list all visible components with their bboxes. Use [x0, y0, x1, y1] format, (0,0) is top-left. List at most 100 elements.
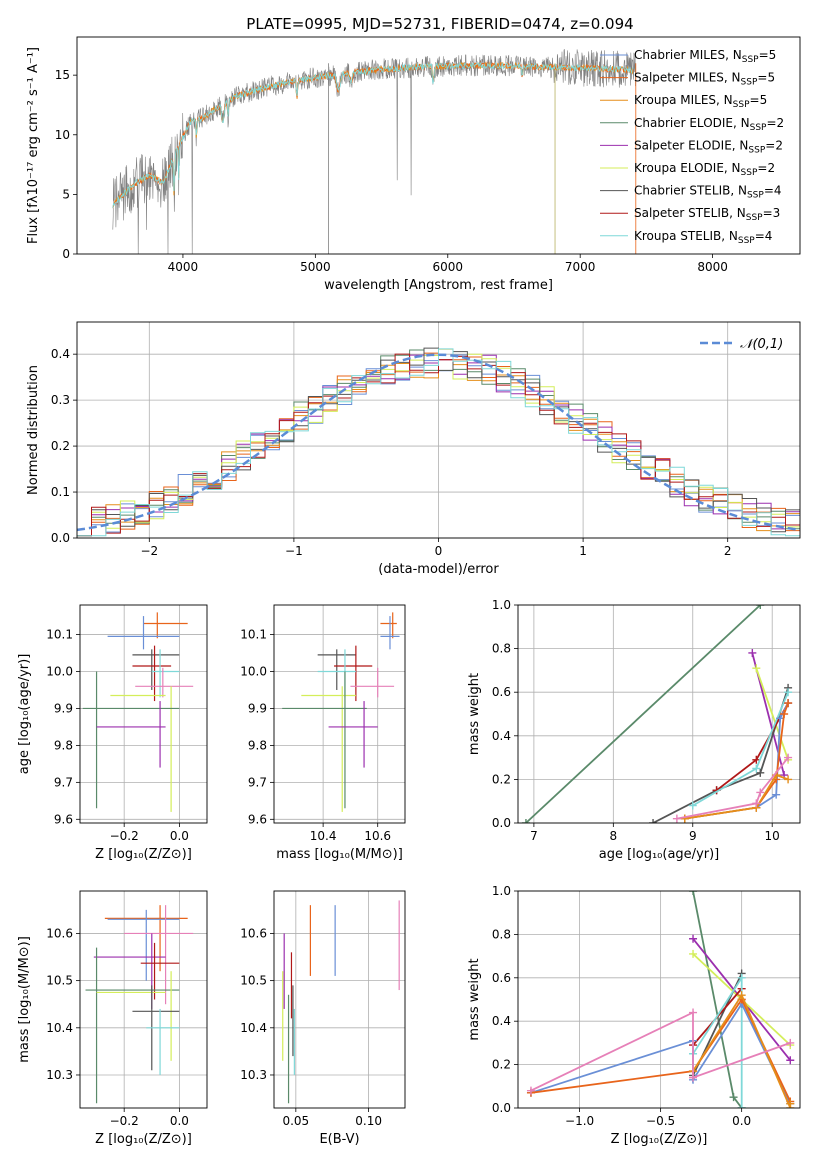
series-line [530, 1011, 791, 1092]
panel-residual-histogram: −2 −1 0 1 2 0.0 0.1 0.2 0.3 0.4 (data-model)/error… [26, 321, 801, 577]
x-tick-label: 8000 [697, 260, 728, 274]
observed-spectrum [112, 49, 636, 254]
series-point [786, 1038, 795, 1047]
y-tick-label: 9.9 [54, 701, 73, 715]
legend: Chabrier MILES, NSSP=5 Salpeter MILES, NS… [600, 48, 784, 246]
x-tick-label: 0.0 [732, 1114, 751, 1128]
x-tick-label: 0.05 [282, 1114, 309, 1128]
y-tick-label: 9.9 [248, 701, 267, 715]
y-tick-label: 10.5 [240, 974, 267, 988]
plot-area [282, 900, 400, 1104]
axes-frame [79, 604, 208, 824]
y-tick-label: 10.3 [46, 1068, 73, 1082]
series-line [652, 687, 789, 823]
plot-area [112, 49, 637, 254]
legend: 𝒩(0,1) [700, 337, 783, 352]
x-axis-label: mass [log₁₀(M/M⊙)] [276, 847, 403, 862]
series-point [680, 814, 689, 823]
y-tick-label: 10.4 [240, 1021, 267, 1035]
axes-frame [517, 604, 801, 824]
series-point [526, 1086, 535, 1095]
y-tick-label: 9.8 [54, 738, 73, 752]
series-point [756, 768, 765, 777]
x-axis-label: E(B-V) [319, 1132, 359, 1147]
x-axis-label: wavelength [Angstrom, rest frame] [324, 278, 553, 293]
series-point [786, 1056, 795, 1065]
x-tick-label: 7000 [565, 260, 596, 274]
y-tick-label: 0.2 [492, 1058, 511, 1072]
series-point [689, 891, 698, 895]
y-axis-label: Flux [fλ10⁻¹⁷ erg cm⁻² s⁻¹ A⁻¹] [26, 47, 41, 244]
legend-label: Kroupa ELODIE, NSSP=2 [634, 161, 775, 178]
y-tick-label: 9.6 [248, 812, 267, 826]
x-tick-label: 9 [689, 829, 697, 843]
y-tick-label: 10.3 [240, 1068, 267, 1082]
y-tick-label: 0.0 [51, 531, 70, 545]
series-line [676, 757, 789, 820]
y-tick-label: 0.6 [492, 971, 511, 985]
panel-age-vs-Z: −0.2 0.0 9.6 9.7 9.8 9.9 10.0 10.1 Z [log₁₀(Z/Z⊙… [17, 604, 208, 862]
x-tick-label: −0.5 [646, 1114, 675, 1128]
x-axis-label: Z [log₁₀(Z/Z⊙)] [95, 1132, 192, 1147]
x-axis-label: age [log₁₀(age/yr)] [599, 847, 720, 862]
series-point [521, 819, 530, 823]
axes-frame [76, 321, 801, 539]
panel-spectrum: 4000 5000 6000 7000 8000 0 5 10 15 wavelength [An… [26, 36, 801, 293]
y-tick-label: 10.0 [240, 665, 267, 679]
y-tick-label: 9.8 [248, 738, 267, 752]
series-point [737, 973, 746, 982]
series-point [784, 688, 793, 697]
x-tick-label: 10.6 [364, 829, 391, 843]
y-tick-label: 10.5 [46, 974, 73, 988]
legend-label: Kroupa MILES, NSSP=5 [634, 93, 767, 110]
y-axis-label: age [log₁₀(age/yr)] [17, 654, 32, 775]
plot-area [282, 612, 400, 812]
series-point [729, 1093, 738, 1102]
y-axis-label: mass weight [467, 673, 482, 755]
y-tick-label: 0 [62, 247, 70, 261]
plot-area [521, 605, 793, 823]
x-tick-label: −0.2 [110, 1114, 139, 1128]
series-line [525, 605, 761, 823]
y-tick-label: 0.2 [51, 439, 70, 453]
series-point [784, 775, 793, 784]
y-tick-label: 10.6 [46, 926, 73, 940]
axes-frame [517, 890, 801, 1109]
y-tick-label: 10 [55, 128, 70, 142]
series-point [689, 949, 698, 958]
series-point [748, 648, 757, 657]
series-point [672, 814, 681, 823]
legend-label: Chabrier MILES, NSSP=5 [634, 48, 776, 65]
x-tick-label: 5000 [300, 260, 331, 274]
legend-label: Chabrier ELODIE, NSSP=2 [634, 116, 784, 133]
y-tick-label: 0.4 [492, 729, 511, 743]
series-point [752, 664, 761, 673]
series-point [649, 819, 658, 823]
series-point [756, 788, 765, 797]
y-axis-label: mass weight [467, 958, 482, 1040]
y-tick-label: 10.1 [46, 628, 73, 642]
panel-age-vs-mass: 10.4 10.6 9.6 9.7 9.8 9.9 10.0 10.1 mass [log₁₀(… [240, 604, 406, 862]
y-tick-label: 0.1 [51, 485, 70, 499]
series-point [756, 605, 765, 609]
y-axis-label: Normed distribution [26, 365, 41, 495]
series-point [689, 1073, 698, 1082]
legend-label: Salpeter STELIB, NSSP=3 [634, 206, 780, 223]
x-tick-label: −1 [285, 544, 303, 558]
x-tick-label: −1.0 [565, 1114, 594, 1128]
y-tick-label: 0.0 [492, 1101, 511, 1115]
y-tick-label: 15 [55, 68, 70, 82]
x-tick-label: 0.0 [170, 829, 189, 843]
series-point [689, 934, 698, 943]
figure-title: PLATE=0995, MJD=52731, FIBERID=0474, z=0… [246, 15, 633, 33]
x-tick-label: 2 [724, 544, 732, 558]
plot-area [77, 347, 800, 538]
y-tick-label: 1.0 [492, 884, 511, 898]
y-tick-label: 9.7 [248, 775, 267, 789]
series-point [737, 991, 746, 1000]
series-point [752, 799, 761, 808]
series-line [692, 691, 789, 807]
x-axis-label: (data-model)/error [378, 562, 499, 577]
series-point [780, 710, 789, 718]
y-tick-label: 0.4 [51, 347, 70, 361]
